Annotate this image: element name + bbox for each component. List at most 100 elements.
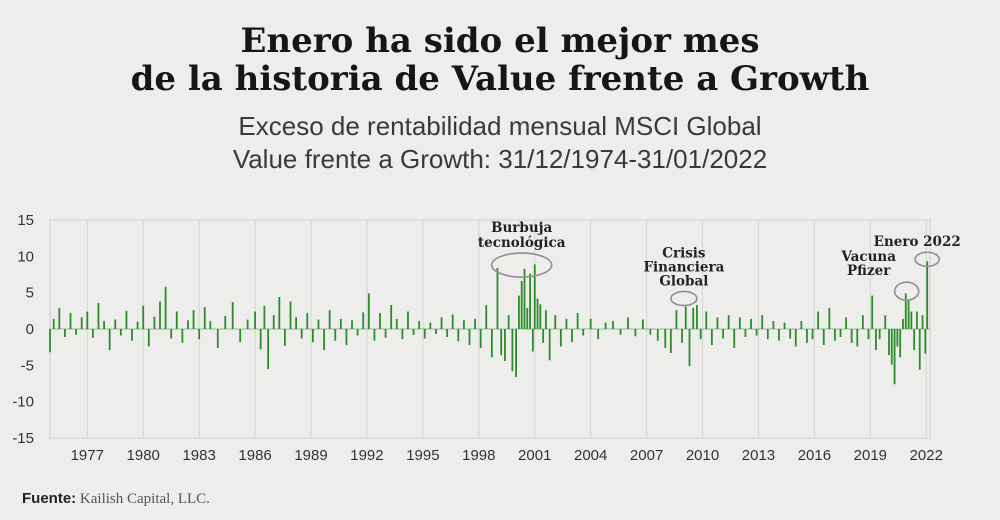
bar: [209, 321, 212, 329]
annotation-ellipse: [914, 251, 941, 268]
source-label: Fuente:: [22, 490, 77, 507]
bar: [899, 329, 902, 358]
bar: [390, 305, 393, 329]
bar: [395, 318, 398, 329]
bar: [910, 311, 913, 329]
bar: [164, 286, 167, 329]
source-text: Kailish Capital, LLC.: [79, 491, 210, 507]
bar: [589, 318, 592, 329]
bar: [545, 310, 547, 329]
bar: [649, 329, 652, 335]
bar: [58, 307, 61, 329]
bar: [423, 329, 426, 339]
bar: [125, 310, 128, 329]
y-tick-label: 5: [26, 285, 34, 302]
y-tick-label: 15: [17, 212, 34, 229]
bar: [681, 329, 683, 343]
bar: [224, 315, 227, 329]
bar: [490, 329, 493, 358]
bar: [902, 318, 904, 329]
bar: [334, 329, 337, 341]
bar: [175, 311, 178, 329]
bar: [69, 313, 72, 329]
bar: [97, 302, 100, 329]
x-tick-label: 2013: [742, 447, 775, 464]
bar: [384, 329, 387, 338]
bar: [896, 329, 899, 347]
bar: [192, 310, 195, 329]
bar: [523, 268, 526, 329]
bar: [451, 314, 454, 329]
bar: [187, 320, 189, 329]
bar: [612, 321, 614, 329]
bar: [696, 305, 698, 329]
bar: [462, 320, 465, 329]
bar: [529, 273, 531, 329]
bar: [839, 329, 842, 337]
annotation-label: tecnológica: [478, 235, 566, 251]
bar: [913, 329, 916, 351]
bar: [888, 329, 890, 356]
bar: [198, 329, 201, 340]
bar: [468, 329, 471, 345]
y-tick-label: -15: [12, 430, 34, 447]
bar: [738, 317, 741, 329]
bar: [263, 305, 266, 329]
x-tick-label: 2010: [686, 447, 719, 464]
bar: [705, 311, 708, 329]
bar: [356, 329, 359, 336]
bar: [675, 310, 678, 329]
bar: [170, 329, 173, 339]
x-tick-label: 2001: [518, 447, 551, 464]
bar: [108, 329, 111, 351]
x-tick-label: 2022: [910, 447, 943, 464]
bar: [114, 319, 117, 329]
annotation-label: Pfizer: [847, 263, 891, 279]
y-tick-label: -10: [12, 394, 34, 411]
bar: [412, 329, 415, 335]
bar: [267, 329, 270, 369]
bar: [311, 329, 314, 343]
bar: [761, 315, 764, 329]
bar: [373, 329, 376, 341]
bar: [520, 281, 523, 329]
bar: [744, 329, 747, 337]
annotation-label: Financiera: [643, 259, 724, 275]
bar: [539, 304, 542, 329]
bar: [916, 311, 918, 329]
bar: [921, 315, 924, 329]
y-tick-label: -5: [21, 357, 34, 374]
bar: [597, 329, 600, 340]
bar: [328, 310, 331, 329]
bar: [246, 319, 249, 329]
bar: [533, 264, 536, 329]
bar: [49, 329, 51, 353]
annotation-label: Enero 2022: [874, 234, 961, 250]
bar: [750, 318, 752, 329]
bar: [52, 318, 55, 329]
title-line-2: de la historia de Value frente a Growth: [130, 59, 870, 99]
source-note: Fuente: Kailish Capital, LLC.: [22, 490, 210, 508]
bar-chart: 1977 1980 1983 1986 1989 1992 1995 1998 2001 2004…: [12, 212, 961, 464]
bar: [789, 329, 792, 339]
bar: [323, 329, 325, 351]
bar: [485, 305, 488, 329]
bar: [692, 307, 695, 329]
bar: [656, 329, 659, 341]
bar: [811, 329, 814, 340]
bar: [907, 300, 910, 329]
bar: [367, 293, 370, 329]
x-tick-label: 1977: [71, 447, 104, 464]
bar: [345, 329, 348, 345]
bar: [716, 317, 719, 329]
bar: [526, 307, 529, 329]
bar: [727, 315, 730, 329]
bar: [153, 316, 156, 329]
bar: [559, 329, 562, 347]
x-tick-label: 1992: [350, 447, 383, 464]
bar: [306, 313, 309, 329]
bar: [861, 315, 864, 329]
bar: [515, 329, 518, 377]
bar: [878, 329, 881, 340]
bar: [131, 329, 133, 341]
